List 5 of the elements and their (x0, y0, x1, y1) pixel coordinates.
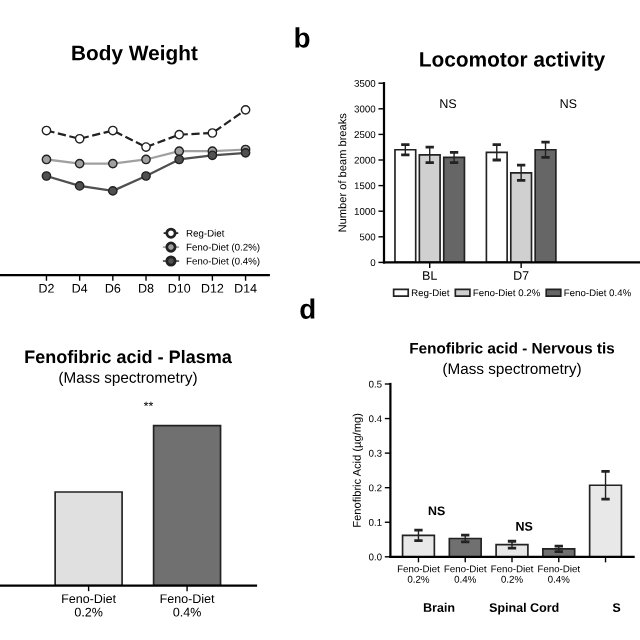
text: b (295, 27, 310, 48)
text: d (300, 298, 315, 319)
chart-title: Locomotor activity (420, 51, 606, 71)
chart-title: Fenofibric acid - Plasma (25, 349, 232, 364)
chart-title: Body Weight (72, 45, 198, 65)
